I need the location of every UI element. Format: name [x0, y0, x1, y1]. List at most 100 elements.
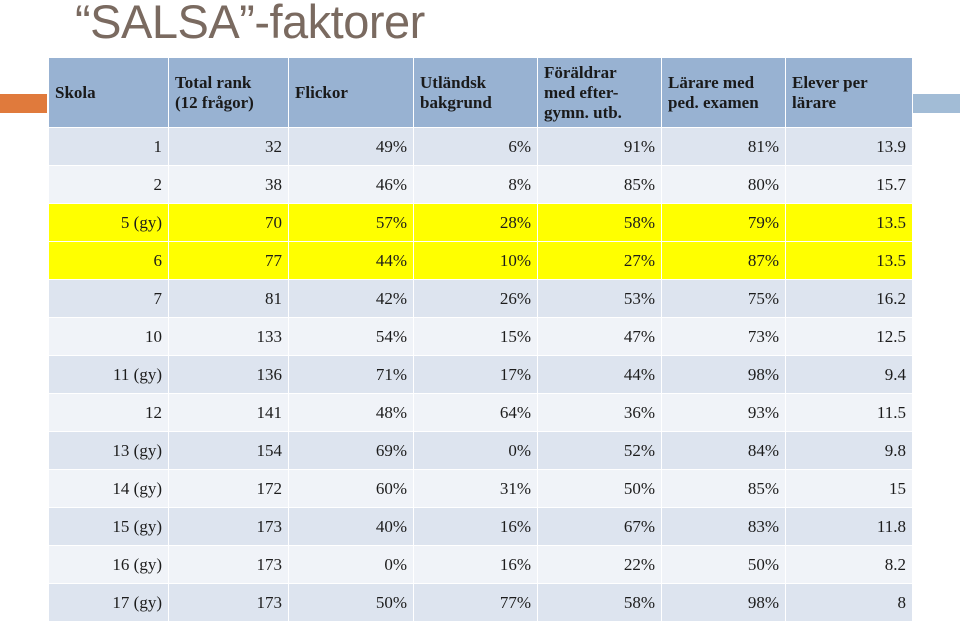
cell-total-rank: 173 — [168, 507, 289, 546]
cell-flickor: 49% — [288, 127, 414, 166]
cell-elever: 9.4 — [785, 355, 913, 394]
cell-flickor: 42% — [288, 279, 414, 318]
cell-total-rank: 77 — [168, 241, 289, 280]
cell-foraldrar: 85% — [537, 165, 662, 204]
cell-larare: 81% — [661, 127, 786, 166]
header-line2: (12 frågor) — [175, 92, 254, 112]
cell-skola: 1 — [48, 127, 169, 166]
cell-utlandsk: 16% — [413, 545, 538, 584]
cell-total-rank: 81 — [168, 279, 289, 318]
cell-larare: 84% — [661, 431, 786, 470]
table-row: 5 (gy) 70 57% 28% 58% 79% 13.5 — [48, 203, 913, 242]
header-line1: Föräldrar — [544, 62, 617, 82]
cell-flickor: 40% — [288, 507, 414, 546]
cell-flickor: 0% — [288, 545, 414, 584]
cell-skola: 5 (gy) — [48, 203, 169, 242]
cell-total-rank: 70 — [168, 203, 289, 242]
table-row: 2 38 46% 8% 85% 80% 15.7 — [48, 165, 913, 204]
cell-skola: 17 (gy) — [48, 583, 169, 622]
header-total-rank: Total rank (12 frågor) — [168, 57, 289, 128]
cell-larare: 75% — [661, 279, 786, 318]
table-row: 1 32 49% 6% 91% 81% 13.9 — [48, 127, 913, 166]
header-flickor: Flickor — [288, 57, 414, 128]
header-line1: Lärare med — [668, 72, 755, 92]
header-elever-per-larare: Elever per lärare — [785, 57, 913, 128]
cell-elever: 15.7 — [785, 165, 913, 204]
cell-skola: 14 (gy) — [48, 469, 169, 508]
cell-flickor: 71% — [288, 355, 414, 394]
header-line1: Total rank — [175, 72, 252, 92]
header-line2: lärare — [792, 92, 837, 112]
header-skola: Skola — [48, 57, 169, 128]
cell-foraldrar: 91% — [537, 127, 662, 166]
cell-flickor: 44% — [288, 241, 414, 280]
table-row: 12 141 48% 64% 36% 93% 11.5 — [48, 393, 913, 432]
cell-elever: 8.2 — [785, 545, 913, 584]
cell-total-rank: 172 — [168, 469, 289, 508]
cell-larare: 50% — [661, 545, 786, 584]
cell-utlandsk: 31% — [413, 469, 538, 508]
table-row: 14 (gy) 172 60% 31% 50% 85% 15 — [48, 469, 913, 508]
cell-flickor: 60% — [288, 469, 414, 508]
cell-foraldrar: 47% — [537, 317, 662, 356]
cell-utlandsk: 0% — [413, 431, 538, 470]
cell-elever: 15 — [785, 469, 913, 508]
cell-skola: 7 — [48, 279, 169, 318]
cell-skola: 6 — [48, 241, 169, 280]
cell-larare: 80% — [661, 165, 786, 204]
cell-utlandsk: 6% — [413, 127, 538, 166]
table-row: 17 (gy) 173 50% 77% 58% 98% 8 — [48, 583, 913, 622]
accent-bar-left — [0, 94, 47, 113]
cell-larare: 85% — [661, 469, 786, 508]
table-row: 7 81 42% 26% 53% 75% 16.2 — [48, 279, 913, 318]
cell-larare: 93% — [661, 393, 786, 432]
cell-utlandsk: 26% — [413, 279, 538, 318]
cell-foraldrar: 58% — [537, 583, 662, 622]
salsa-table: Skola Total rank (12 frågor) Flickor Utländs… — [48, 57, 913, 622]
cell-elever: 13.9 — [785, 127, 913, 166]
header-utlandsk-bakgrund: Utländsk bakgrund — [413, 57, 538, 128]
cell-elever: 13.5 — [785, 241, 913, 280]
cell-utlandsk: 28% — [413, 203, 538, 242]
header-line1: Skola — [55, 82, 96, 102]
cell-total-rank: 154 — [168, 431, 289, 470]
cell-flickor: 46% — [288, 165, 414, 204]
cell-foraldrar: 53% — [537, 279, 662, 318]
table-row: 16 (gy) 173 0% 16% 22% 50% 8.2 — [48, 545, 913, 584]
table-row: 6 77 44% 10% 27% 87% 13.5 — [48, 241, 913, 280]
table-row: 15 (gy) 173 40% 16% 67% 83% 11.8 — [48, 507, 913, 546]
table-row: 11 (gy) 136 71% 17% 44% 98% 9.4 — [48, 355, 913, 394]
cell-skola: 2 — [48, 165, 169, 204]
header-foraldrar-utb: Föräldrar med efter- gymn. utb. — [537, 57, 662, 128]
cell-flickor: 54% — [288, 317, 414, 356]
cell-utlandsk: 8% — [413, 165, 538, 204]
cell-total-rank: 133 — [168, 317, 289, 356]
cell-foraldrar: 44% — [537, 355, 662, 394]
cell-flickor: 48% — [288, 393, 414, 432]
header-line2: med efter- gymn. utb. — [544, 82, 622, 122]
cell-elever: 9.8 — [785, 431, 913, 470]
cell-foraldrar: 36% — [537, 393, 662, 432]
slide-title: “SALSA”-faktorer — [75, 0, 425, 48]
cell-elever: 16.2 — [785, 279, 913, 318]
accent-bar-right — [912, 94, 960, 113]
header-line2: ped. examen — [668, 92, 759, 112]
cell-total-rank: 38 — [168, 165, 289, 204]
header-line1: Elever per — [792, 72, 868, 92]
cell-flickor: 57% — [288, 203, 414, 242]
cell-utlandsk: 77% — [413, 583, 538, 622]
cell-larare: 98% — [661, 355, 786, 394]
cell-total-rank: 173 — [168, 583, 289, 622]
table-row: 10 133 54% 15% 47% 73% 12.5 — [48, 317, 913, 356]
cell-total-rank: 32 — [168, 127, 289, 166]
cell-foraldrar: 58% — [537, 203, 662, 242]
cell-foraldrar: 50% — [537, 469, 662, 508]
cell-flickor: 50% — [288, 583, 414, 622]
cell-elever: 12.5 — [785, 317, 913, 356]
cell-skola: 15 (gy) — [48, 507, 169, 546]
cell-larare: 98% — [661, 583, 786, 622]
cell-larare: 79% — [661, 203, 786, 242]
table-body: 1 32 49% 6% 91% 81% 13.9 2 38 46% 8% 85% 80% 15.7 5 (g… — [48, 127, 913, 622]
cell-utlandsk: 17% — [413, 355, 538, 394]
cell-skola: 16 (gy) — [48, 545, 169, 584]
